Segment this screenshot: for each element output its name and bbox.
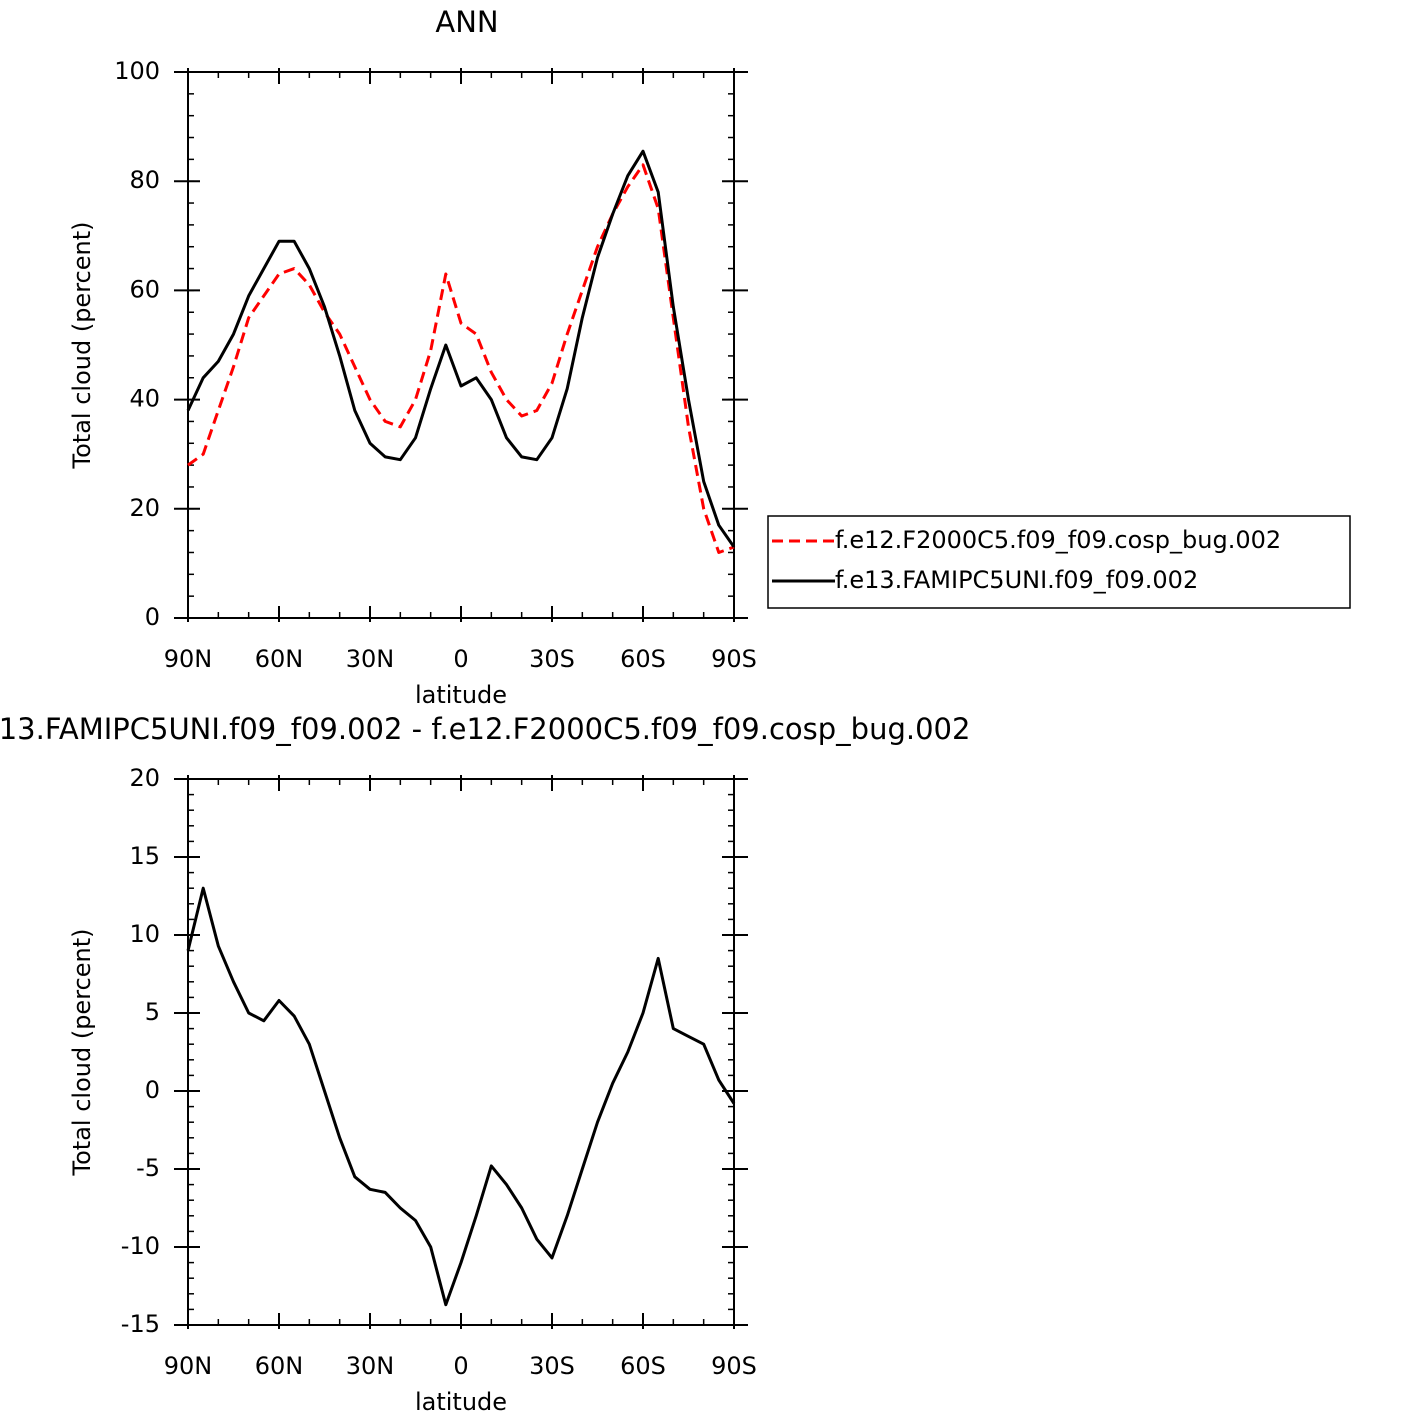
- y-tick-label: 60: [129, 275, 160, 303]
- y-tick-label: 10: [129, 920, 160, 948]
- legend: f.e12.F2000C5.f09_f09.cosp_bug.002 f.e13.…: [767, 515, 1351, 609]
- x-tick-label: 90S: [711, 645, 757, 673]
- y-tick-label: 0: [145, 603, 160, 631]
- legend-label: f.e12.F2000C5.f09_f09.cosp_bug.002: [835, 526, 1281, 554]
- x-tick-label: 30N: [346, 1352, 395, 1380]
- x-tick-label: 0: [453, 1352, 468, 1380]
- x-tick-label: 30N: [346, 645, 395, 673]
- chart-title: ANN: [435, 5, 498, 39]
- y-tick-label: 15: [129, 842, 160, 870]
- y-tick-label: -5: [136, 1154, 160, 1182]
- y-tick-label: 0: [145, 1076, 160, 1104]
- x-axis-label: latitude: [415, 681, 507, 709]
- x-tick-label: 90N: [164, 1352, 213, 1380]
- x-tick-label: 30S: [529, 645, 575, 673]
- x-tick-label: 90N: [164, 645, 213, 673]
- chart-title: f.e13.FAMIPC5UNI.f09_f09.002 - f.e12.F20…: [0, 712, 970, 746]
- y-axis-label: Total cloud (percent): [68, 929, 96, 1177]
- x-tick-label: 60S: [620, 645, 666, 673]
- legend-label: f.e13.FAMIPC5UNI.f09_f09.002: [835, 566, 1198, 594]
- data-line: [187, 163, 735, 554]
- x-tick-label: 60N: [255, 645, 304, 673]
- plot-frame: [187, 778, 735, 1326]
- data-line: [186, 886, 736, 1307]
- y-tick-label: 20: [129, 494, 160, 522]
- y-tick-label: 20: [129, 764, 160, 792]
- x-tick-label: 90S: [711, 1352, 757, 1380]
- x-tick-label: 60N: [255, 1352, 304, 1380]
- y-tick-label: -15: [121, 1310, 160, 1338]
- y-tick-label: 5: [145, 998, 160, 1026]
- plot-frame: [187, 71, 735, 619]
- data-line: [186, 149, 736, 548]
- y-tick-label: 100: [114, 57, 160, 85]
- y-tick-label: 80: [129, 166, 160, 194]
- x-tick-label: 30S: [529, 1352, 575, 1380]
- y-tick-label: -10: [121, 1232, 160, 1260]
- legend-box: [767, 515, 1351, 609]
- y-axis-label: Total cloud (percent): [68, 222, 96, 470]
- x-axis-label: latitude: [415, 1388, 507, 1416]
- y-tick-label: 40: [129, 385, 160, 413]
- x-tick-label: 0: [453, 645, 468, 673]
- x-tick-label: 60S: [620, 1352, 666, 1380]
